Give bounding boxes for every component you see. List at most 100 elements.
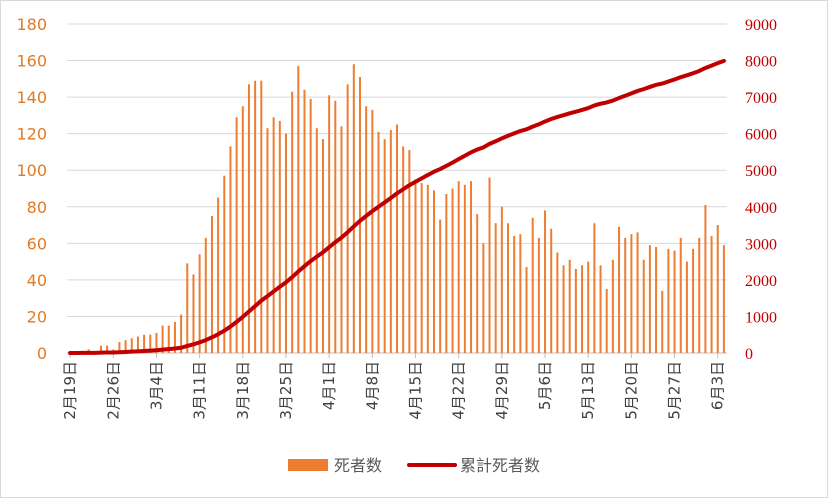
bar: [574, 268, 577, 353]
bar: [309, 98, 312, 353]
x-tick-label: 4月29日: [493, 361, 511, 420]
bar: [470, 181, 473, 353]
bar: [254, 80, 257, 354]
y-left-tick-label: 160: [16, 52, 47, 71]
x-tick-label: 5月6日: [536, 361, 554, 410]
bar: [716, 225, 719, 353]
x-tick-label: 4月15日: [407, 361, 425, 420]
bar: [655, 246, 658, 353]
x-tick-label: 5月20日: [622, 361, 640, 420]
bar: [636, 232, 639, 353]
bar: [389, 130, 392, 353]
y-left-tick-label: 100: [16, 161, 47, 180]
y-left-tick-label: 140: [16, 88, 47, 107]
bar: [358, 77, 361, 353]
bar: [593, 223, 596, 353]
bar: [513, 236, 516, 353]
y-right-tick-label: 1000: [745, 309, 777, 326]
bar: [396, 124, 398, 354]
bar: [241, 106, 244, 353]
y-left-tick-label: 60: [27, 234, 47, 253]
bar: [291, 91, 294, 353]
x-tick-label: 2月26日: [104, 361, 122, 420]
bar: [118, 342, 121, 353]
legend-label-cumulative: 累計死者数: [460, 456, 540, 475]
bar: [722, 245, 725, 353]
y-left-tick-label: 120: [16, 125, 47, 144]
x-tick-label: 3月18日: [234, 361, 252, 420]
bar: [624, 237, 627, 353]
bar: [519, 234, 522, 353]
bar: [445, 193, 448, 353]
bar: [433, 190, 436, 353]
bar: [346, 84, 349, 354]
bar: [439, 219, 442, 353]
bar: [704, 204, 707, 353]
y-right-tick-label: 6000: [745, 127, 777, 144]
y-right-tick-label: 0: [745, 346, 753, 363]
bar: [124, 340, 127, 353]
bar: [525, 267, 528, 353]
bar: [161, 325, 164, 353]
bar: [130, 338, 133, 353]
bar: [611, 259, 614, 353]
y-right-tick-label: 3000: [745, 236, 777, 253]
bar: [685, 261, 688, 353]
bar: [642, 259, 645, 353]
bar: [550, 228, 553, 353]
y-left-tick-label: 180: [16, 15, 47, 34]
bar: [149, 334, 152, 353]
bar: [377, 131, 380, 353]
bar: [235, 117, 238, 353]
bar: [537, 237, 540, 353]
y-left-tick-label: 20: [27, 307, 47, 326]
y-right-tick-label: 8000: [745, 54, 777, 71]
bar: [371, 109, 374, 354]
bar: [426, 184, 429, 353]
bar: [531, 217, 534, 353]
bar: [278, 120, 281, 353]
bar: [402, 146, 405, 353]
x-tick-label: 4月8日: [363, 361, 381, 410]
bar: [192, 274, 195, 353]
bar: [581, 265, 584, 353]
cumulative-line: [68, 58, 726, 355]
bar: [692, 248, 695, 353]
bar: [204, 237, 207, 353]
bar: [414, 179, 417, 353]
bar: [605, 289, 608, 353]
x-tick-label: 4月1日: [320, 361, 338, 410]
y-right-tick-label: 4000: [745, 200, 777, 217]
bar: [180, 314, 183, 353]
bar: [618, 226, 621, 353]
bar: [223, 175, 226, 353]
bar: [630, 234, 633, 353]
bar: [173, 321, 176, 353]
bar: [210, 215, 213, 353]
bar: [488, 177, 491, 353]
x-tick-label: 5月27日: [666, 361, 684, 420]
bar: [451, 188, 454, 353]
bar: [457, 181, 460, 353]
bar: [284, 133, 287, 353]
bar: [673, 250, 676, 353]
bar: [198, 254, 201, 353]
bar: [266, 128, 269, 353]
bar: [556, 252, 559, 353]
bar: [648, 245, 651, 353]
bar: [698, 237, 701, 353]
bar: [476, 214, 479, 353]
x-tick-label: 3月11日: [191, 361, 209, 420]
bar: [303, 89, 306, 354]
x-tick-label: 6月3日: [709, 361, 727, 410]
bar: [229, 146, 232, 353]
x-tick-label: 4月22日: [450, 361, 468, 420]
bar: [155, 332, 158, 353]
y-right-tick-label: 5000: [745, 163, 777, 180]
bar: [321, 139, 324, 353]
bar: [463, 184, 466, 353]
bar: [507, 223, 510, 353]
bar: [106, 345, 109, 353]
